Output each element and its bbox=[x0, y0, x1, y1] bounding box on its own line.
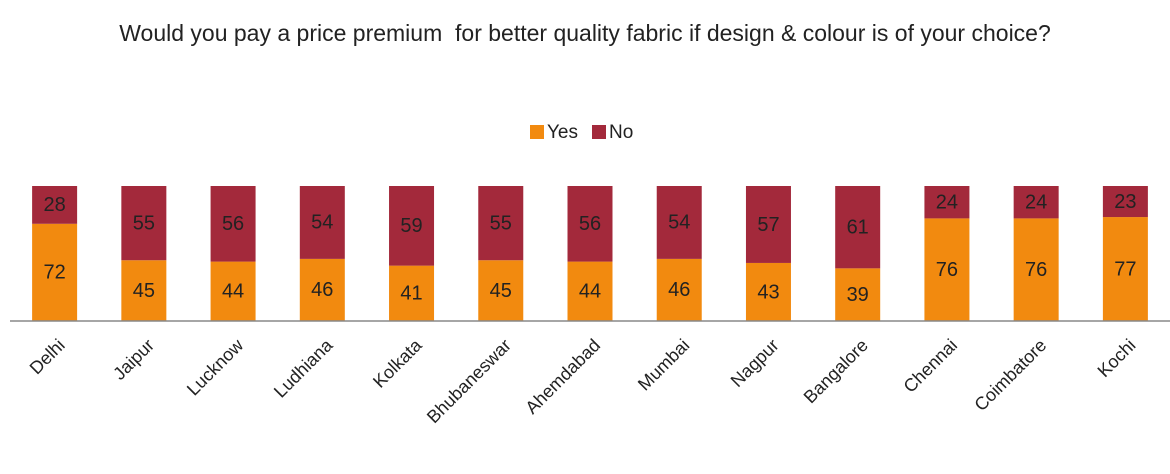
data-label: 46 bbox=[668, 279, 690, 301]
data-label: 24 bbox=[936, 191, 958, 213]
legend-label: Yes bbox=[547, 122, 578, 143]
data-label: 24 bbox=[1025, 191, 1047, 213]
x-tick-label: Ludhiana bbox=[270, 334, 337, 401]
bar-segment bbox=[210, 261, 256, 321]
bar-segment bbox=[299, 258, 345, 321]
bar-segment bbox=[299, 186, 345, 259]
data-label: 43 bbox=[757, 281, 779, 303]
bar-segment bbox=[567, 186, 613, 262]
bar-segment bbox=[210, 186, 256, 262]
bar-segment bbox=[567, 261, 613, 321]
data-label: 54 bbox=[668, 212, 690, 234]
data-label: 57 bbox=[757, 214, 779, 236]
bar-segment bbox=[121, 186, 167, 261]
x-tick-label: Delhi bbox=[26, 335, 69, 378]
bar-segment bbox=[1102, 217, 1148, 321]
data-label: 76 bbox=[936, 259, 958, 281]
x-tick-label: Ahemdabad bbox=[521, 335, 604, 418]
legend-swatch bbox=[592, 125, 606, 139]
bar-segment bbox=[924, 218, 970, 321]
x-tick-label: Jaipur bbox=[109, 335, 158, 384]
data-label: 55 bbox=[490, 212, 512, 234]
bar-segment bbox=[1013, 218, 1059, 321]
data-label: 54 bbox=[311, 212, 333, 234]
bar-segment bbox=[835, 268, 881, 321]
bar-segment bbox=[478, 186, 524, 261]
data-label: 56 bbox=[222, 213, 244, 235]
data-label: 76 bbox=[1025, 259, 1047, 281]
bar-segment bbox=[745, 262, 791, 321]
x-tick-label: Kolkata bbox=[369, 334, 426, 391]
x-tick-label: Kochi bbox=[1094, 335, 1140, 381]
data-label: 59 bbox=[400, 215, 422, 237]
data-label: 44 bbox=[222, 281, 244, 303]
bar-segment bbox=[745, 186, 791, 263]
data-label: 77 bbox=[1114, 258, 1136, 280]
x-tick-label: Lucknow bbox=[183, 334, 248, 399]
bar-segment bbox=[924, 186, 970, 219]
bar-segment bbox=[389, 265, 435, 321]
x-tick-label: Chennai bbox=[900, 335, 962, 397]
bar-segment bbox=[656, 186, 702, 259]
bar-segment bbox=[1102, 186, 1148, 218]
bar-segment bbox=[121, 260, 167, 321]
data-label: 39 bbox=[847, 284, 869, 306]
x-tick-label: Coimbatore bbox=[970, 335, 1050, 415]
x-tick-label: Nagpur bbox=[727, 335, 783, 391]
data-label: 46 bbox=[311, 279, 333, 301]
data-label: 44 bbox=[579, 281, 601, 303]
bar-segment bbox=[32, 186, 78, 224]
x-tick-label: Bangalore bbox=[800, 335, 872, 407]
data-label: 23 bbox=[1114, 191, 1136, 213]
bar-segment bbox=[478, 260, 524, 321]
data-label: 56 bbox=[579, 213, 601, 235]
data-label: 45 bbox=[490, 280, 512, 302]
bar-segment bbox=[389, 186, 435, 266]
data-label: 45 bbox=[133, 280, 155, 302]
x-tick-label: Bhubaneswar bbox=[423, 335, 515, 427]
x-tick-label: Mumbai bbox=[634, 335, 693, 394]
bar-segment bbox=[656, 258, 702, 321]
bar-segment bbox=[32, 223, 78, 321]
data-label: 61 bbox=[847, 216, 869, 238]
data-label: 28 bbox=[43, 194, 65, 216]
data-label: 41 bbox=[400, 283, 422, 305]
bar-segment bbox=[835, 186, 881, 269]
legend-swatch bbox=[530, 125, 544, 139]
chart-title: Would you pay a price premium for better… bbox=[119, 20, 1051, 46]
bar-segment bbox=[1013, 186, 1059, 219]
legend-label: No bbox=[609, 122, 633, 143]
data-label: 72 bbox=[43, 262, 65, 284]
data-label: 55 bbox=[133, 212, 155, 234]
